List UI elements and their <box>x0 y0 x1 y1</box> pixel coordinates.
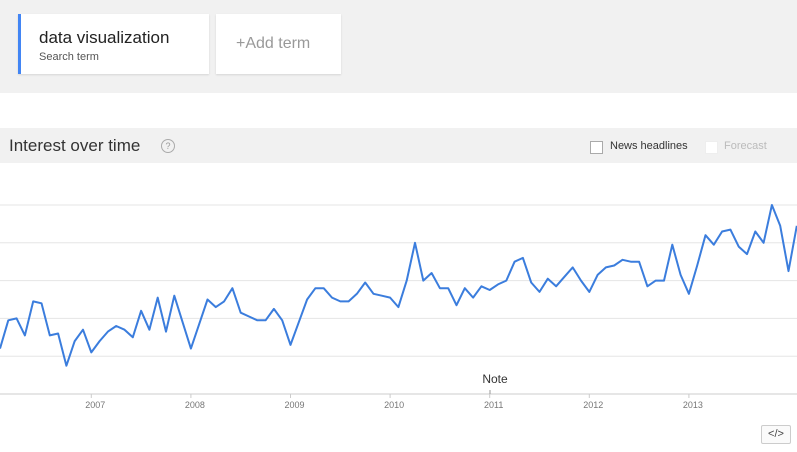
news-checkbox[interactable] <box>590 141 603 154</box>
forecast-label: Forecast <box>724 140 767 152</box>
help-icon[interactable]: ? <box>161 139 175 153</box>
x-tick-label: 2011 <box>484 400 503 410</box>
section-header: Interest over time ? News headlines Fore… <box>0 128 797 163</box>
x-tick-label: 2012 <box>583 400 603 410</box>
news-label[interactable]: News headlines <box>610 140 688 152</box>
annotation[interactable]: Note <box>482 372 508 386</box>
x-tick-label: 2008 <box>185 400 205 410</box>
add-term-card[interactable]: +Add term <box>216 14 341 74</box>
embed-button[interactable]: </> <box>761 425 791 444</box>
section-title: Interest over time <box>9 136 141 155</box>
term-label: Search term <box>39 51 99 63</box>
chart: 2007 2008 2009 2010 2011 2012 2013 Note <box>0 204 797 410</box>
terms-bar: data visualization Search term +Add term <box>0 0 797 93</box>
x-tick-label: 2009 <box>284 400 304 410</box>
x-tick-label: 2007 <box>85 400 105 410</box>
x-tick-label: 2010 <box>384 400 404 410</box>
forecast-checkbox <box>705 141 718 154</box>
x-tick-label: 2013 <box>683 400 703 410</box>
term-card[interactable]: data visualization Search term <box>18 14 209 74</box>
trend-line <box>0 204 797 367</box>
term: data visualization <box>39 28 170 47</box>
add-term[interactable]: +Add term <box>236 35 311 52</box>
